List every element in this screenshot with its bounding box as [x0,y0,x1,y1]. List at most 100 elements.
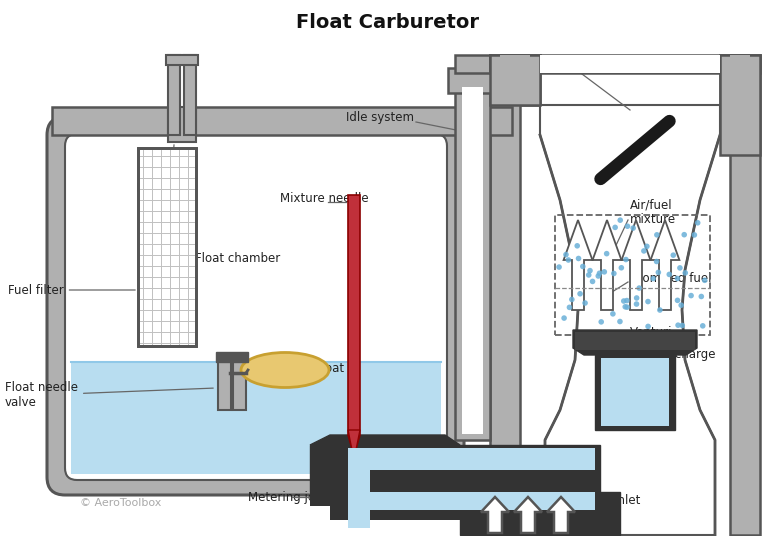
Text: Idle system: Idle system [346,111,414,124]
Circle shape [612,225,618,230]
Circle shape [604,251,609,256]
Polygon shape [573,330,697,355]
Polygon shape [540,105,720,535]
Circle shape [621,298,626,304]
Polygon shape [460,492,620,535]
FancyBboxPatch shape [65,134,447,480]
Polygon shape [481,497,509,533]
Circle shape [618,265,624,271]
Bar [370,448,595,470]
Circle shape [670,252,676,258]
Circle shape [595,273,601,279]
Bar [216,352,248,362]
Bar [166,55,198,65]
Polygon shape [563,220,592,310]
Bar [500,55,530,73]
Circle shape [561,315,567,321]
Text: Fuel discharge
nozzle: Fuel discharge nozzle [630,348,715,376]
Circle shape [625,224,630,229]
Bar [448,68,498,93]
Text: Air/fuel
mixture: Air/fuel mixture [630,198,676,226]
Circle shape [587,268,593,273]
Text: Atomized fuel: Atomized fuel [630,272,712,285]
Polygon shape [348,195,360,455]
Bar [184,55,196,135]
Bar [138,148,196,346]
Polygon shape [720,55,760,535]
Bar [490,55,540,105]
Circle shape [577,291,583,296]
Bar [330,506,600,520]
Circle shape [625,304,630,310]
Circle shape [677,265,683,271]
Bar [490,55,760,73]
Circle shape [675,322,681,328]
Bar [138,148,196,346]
Circle shape [556,264,562,270]
Bar [168,55,180,135]
Circle shape [618,218,623,223]
Circle shape [646,324,651,329]
Polygon shape [348,430,360,460]
Bar [71,362,441,474]
Circle shape [636,285,642,291]
Text: Air inlet: Air inlet [594,494,640,507]
Circle shape [680,323,685,328]
Circle shape [622,304,628,310]
FancyBboxPatch shape [47,117,464,495]
Circle shape [580,264,586,269]
Circle shape [667,272,672,277]
Circle shape [563,252,569,257]
Polygon shape [460,445,600,492]
Circle shape [654,232,660,237]
Circle shape [656,270,661,275]
Bar [370,492,595,510]
Text: Float needle
valve: Float needle valve [5,381,213,409]
Circle shape [674,297,681,303]
Circle shape [586,272,591,278]
Circle shape [582,300,588,306]
Text: Float chamber: Float chamber [195,251,280,264]
Text: Fuel inlet: Fuel inlet [136,182,190,195]
Circle shape [641,248,646,254]
Circle shape [645,299,651,304]
Text: Venturi: Venturi [630,325,673,339]
Circle shape [634,301,639,307]
Polygon shape [593,220,622,310]
Polygon shape [547,497,575,533]
Circle shape [691,232,697,237]
Circle shape [702,278,708,283]
Circle shape [688,293,694,299]
Circle shape [654,259,660,264]
Circle shape [657,307,663,313]
Circle shape [695,220,701,226]
Bar [168,107,196,142]
Circle shape [682,270,688,276]
Bar [555,215,710,335]
Bar [218,358,231,410]
Polygon shape [622,220,650,310]
Polygon shape [490,55,540,535]
Bar [540,55,720,73]
Bar [455,80,490,440]
Circle shape [574,243,580,249]
Text: Float Carburetor: Float Carburetor [296,12,480,32]
Polygon shape [310,435,460,445]
Text: Metering jet: Metering jet [248,490,320,503]
Circle shape [623,257,629,262]
Circle shape [617,319,623,324]
Text: © AeroToolbox: © AeroToolbox [80,498,161,508]
Polygon shape [514,497,542,533]
Circle shape [678,302,684,308]
Circle shape [590,279,595,284]
Circle shape [598,319,604,325]
Text: Throttle valve: Throttle valve [576,56,658,70]
Circle shape [681,232,687,237]
Circle shape [650,276,656,281]
Text: Fuel filter: Fuel filter [8,284,135,296]
Bar [455,55,490,73]
Text: Mixture needle: Mixture needle [280,191,369,205]
Circle shape [634,295,639,301]
Polygon shape [650,220,680,310]
Bar [348,448,370,528]
